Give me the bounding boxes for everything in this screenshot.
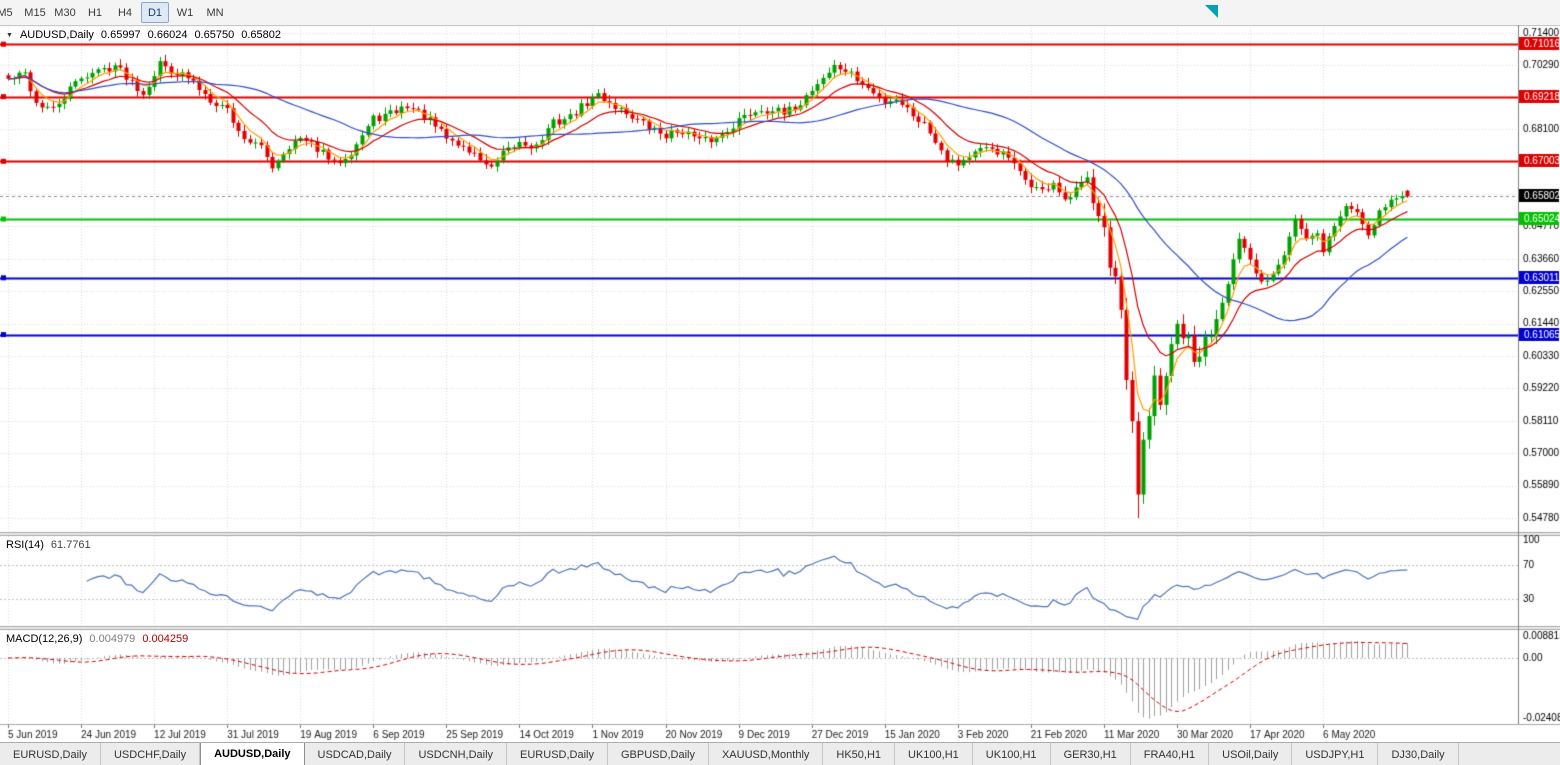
price-chart-canvas[interactable] (0, 25, 1560, 742)
timeframe-button-d1[interactable]: D1 (141, 2, 169, 23)
ohlc-toggle-icon[interactable]: ▼ (6, 31, 13, 39)
timeframe-button-mn[interactable]: MN (206, 6, 224, 19)
chart-symbol-label: AUDUSD,Daily (19, 29, 94, 41)
rsi-name: RSI(14) (6, 539, 44, 551)
ohlc-close-value: 0.65802 (241, 29, 281, 41)
tab-uk100-h1[interactable]: UK100,H1 (895, 743, 973, 765)
timeframe-button-m30[interactable]: M30 (54, 6, 76, 19)
timeframe-toolbar: M5 M15 M30 H1 H4 D1 W1 MN (0, 0, 1560, 26)
timeframe-button-h1[interactable]: H1 (87, 6, 103, 19)
ohlc-high-value: 0.66024 (147, 29, 188, 41)
timeframe-button-m5[interactable]: M5 (0, 6, 13, 19)
ohlc-open-value: 0.65997 (100, 29, 141, 41)
timeframe-group: M5 M15 M30 H1 H4 D1 W1 MN (0, 2, 230, 23)
ohlc-low-value: 0.65750 (194, 29, 235, 41)
tab-eurusd-daily[interactable]: EURUSD,Daily (507, 743, 608, 765)
tab-xauusd-monthly[interactable]: XAUUSD,Monthly (709, 743, 824, 765)
tab-ger30-h1[interactable]: GER30,H1 (1051, 743, 1131, 765)
tab-hk50-h1[interactable]: HK50,H1 (823, 743, 896, 765)
chart-tab-bar: EURUSD,Daily USDCHF,Daily AUDUSD,Daily USDC… (0, 742, 1560, 765)
timeframe-button-h4[interactable]: H4 (117, 6, 133, 19)
macd-name: MACD(12,26,9) (6, 633, 83, 645)
rsi-value: 61.7761 (50, 539, 91, 551)
chart-shift-icon[interactable] (1205, 5, 1218, 18)
chart-title: ▼ AUDUSD,Daily 0.65997 0.66024 0.65750 0… (6, 29, 281, 41)
tab-uk100-h1[interactable]: UK100,H1 (973, 743, 1051, 765)
tab-usdjpy-h1[interactable]: USDJPY,H1 (1292, 743, 1379, 765)
timeframe-button-m15[interactable]: M15 (24, 6, 46, 19)
tab-dj30-daily[interactable]: DJ30,Daily (1378, 743, 1459, 765)
rsi-label: RSI(14) 61.7761 (6, 539, 91, 551)
tab-gbpusd-daily[interactable]: GBPUSD,Daily (608, 743, 709, 765)
tab-audusd-daily[interactable]: AUDUSD,Daily (200, 743, 305, 765)
tab-eurusd-daily[interactable]: EURUSD,Daily (0, 743, 101, 765)
tab-usoil-daily[interactable]: USOil,Daily (1209, 743, 1293, 765)
macd-main-value: 0.004979 (89, 633, 136, 645)
macd-label: MACD(12,26,9) 0.004979 0.004259 (6, 633, 188, 645)
tab-fra40-h1[interactable]: FRA40,H1 (1131, 743, 1210, 765)
tab-usdcnh-daily[interactable]: USDCNH,Daily (405, 743, 508, 765)
macd-signal-value: 0.004259 (142, 633, 189, 645)
tab-usdchf-daily[interactable]: USDCHF,Daily (101, 743, 201, 765)
timeframe-button-w1[interactable]: W1 (176, 6, 194, 19)
tab-usdcad-daily[interactable]: USDCAD,Daily (305, 743, 406, 765)
